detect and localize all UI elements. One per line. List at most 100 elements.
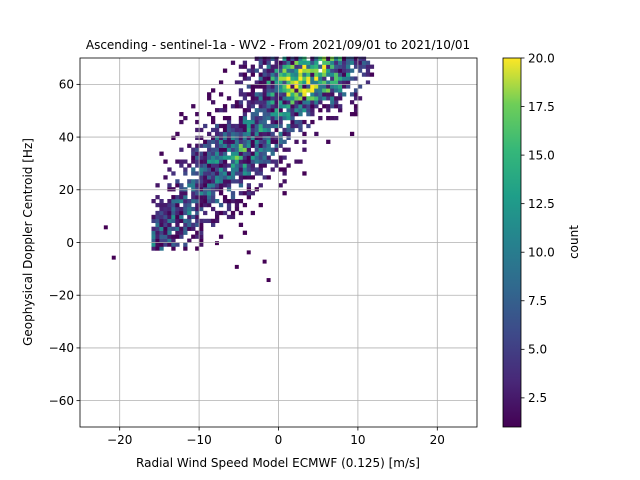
heatmap-cell: [322, 56, 327, 61]
heatmap-cell: [266, 64, 271, 69]
heatmap-cell: [234, 143, 240, 148]
heatmap-cell: [218, 234, 224, 239]
heatmap-cell: [302, 64, 307, 69]
heatmap-cell: [254, 151, 259, 156]
heatmap-cell: [214, 214, 220, 220]
heatmap-cell: [318, 80, 323, 85]
heatmap-cell: [207, 112, 212, 117]
heatmap-cell: [278, 167, 283, 172]
heatmap-cell: [262, 80, 267, 85]
heatmap-cell: [302, 100, 307, 105]
heatmap-cell: [151, 246, 156, 251]
heatmap-cell: [357, 60, 363, 65]
heatmap-cell: [345, 76, 351, 81]
heatmap-cell: [258, 167, 263, 172]
heatmap-cell: [207, 202, 212, 208]
heatmap-cell: [175, 234, 180, 239]
heatmap-cell: [183, 171, 188, 176]
heatmap-cell: [238, 64, 244, 69]
heatmap-cell: [326, 92, 331, 97]
heatmap-cell: [234, 100, 240, 105]
heatmap-cell: [230, 171, 236, 176]
heatmap-cell: [207, 167, 212, 172]
heatmap-cell: [242, 171, 248, 176]
heatmap-cell: [258, 171, 263, 176]
heatmap-cell: [242, 175, 248, 180]
heatmap-cell: [262, 84, 267, 89]
heatmap-cell: [214, 155, 220, 160]
heatmap-cell: [211, 127, 216, 133]
heatmap-cell: [218, 80, 224, 85]
heatmap-cell: [199, 222, 204, 227]
heatmap-cell: [286, 123, 291, 129]
heatmap-cell: [270, 84, 275, 89]
heatmap-cell: [318, 72, 323, 77]
heatmap-cell: [250, 100, 255, 105]
heatmap-cell: [238, 119, 244, 125]
heatmap-cell: [310, 76, 315, 81]
heatmap-cell: [274, 100, 279, 105]
heatmap-cell: [199, 155, 204, 160]
heatmap-cell: [326, 139, 331, 144]
heatmap-cell: [250, 155, 255, 160]
heatmap-cell: [183, 187, 188, 192]
heatmap-cell: [155, 222, 160, 227]
heatmap-cell: [214, 108, 220, 113]
heatmap-cell: [183, 246, 188, 251]
heatmap-cell: [159, 238, 164, 243]
heatmap-cell: [207, 147, 212, 152]
heatmap-cell: [230, 135, 236, 140]
heatmap-cell: [195, 202, 200, 208]
heatmap-cell: [163, 238, 168, 243]
heatmap-cell: [345, 60, 351, 65]
heatmap-cell: [230, 139, 236, 144]
heatmap-cell: [222, 163, 228, 168]
heatmap-cell: [290, 100, 295, 105]
heatmap-cell: [298, 72, 303, 77]
heatmap-cell: [187, 214, 192, 220]
heatmap-cell: [294, 72, 299, 77]
heatmap-cell: [258, 56, 263, 61]
heatmap-cell: [278, 119, 283, 125]
colorbar-tick-label: 10.0: [528, 246, 555, 260]
heatmap-cell: [258, 155, 263, 160]
heatmap-cell: [369, 64, 375, 69]
heatmap-cell: [246, 76, 252, 81]
heatmap-cell: [199, 234, 204, 239]
heatmap-cell: [155, 218, 160, 224]
heatmap-cell: [254, 131, 259, 137]
heatmap-cell: [179, 234, 184, 239]
heatmap-cell: [242, 159, 248, 164]
heatmap-cell: [345, 56, 351, 61]
heatmap-cell: [254, 147, 259, 152]
heatmap-cell: [274, 60, 279, 65]
heatmap-cell: [242, 155, 248, 160]
heatmap-cell: [230, 147, 236, 152]
heatmap-cell: [353, 104, 359, 109]
heatmap-cell: [298, 119, 303, 125]
heatmap-cell: [203, 143, 208, 148]
heatmap-cell: [155, 183, 160, 188]
heatmap-cell: [298, 92, 303, 97]
heatmap-cell: [361, 72, 367, 77]
heatmap-cell: [286, 92, 291, 97]
heatmap-cell: [167, 206, 172, 212]
heatmap-cell: [171, 234, 176, 239]
heatmap-cell: [246, 183, 252, 188]
heatmap-cell: [187, 143, 192, 148]
heatmap-cell: [342, 76, 347, 81]
heatmap-cell: [230, 131, 236, 137]
heatmap-cell: [246, 191, 252, 196]
heatmap-cell: [262, 147, 267, 152]
heatmap-cell: [159, 234, 164, 239]
heatmap-cell: [306, 100, 311, 105]
heatmap-cell: [282, 104, 287, 109]
heatmap-cell: [183, 210, 188, 216]
heatmap-cell: [183, 115, 188, 121]
heatmap-cell: [230, 60, 236, 65]
heatmap-cell: [163, 234, 168, 239]
heatmap-cell: [274, 147, 279, 152]
heatmap-cell: [167, 214, 172, 220]
heatmap-cell: [214, 127, 220, 133]
heatmap-cell: [298, 88, 303, 93]
